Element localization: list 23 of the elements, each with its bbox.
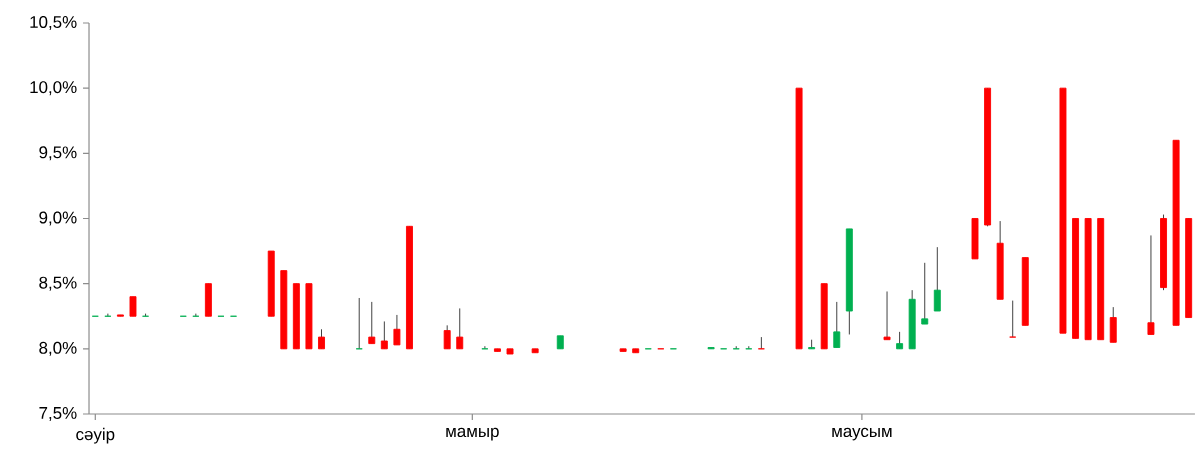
y-tick-label: 10,5%: [30, 15, 77, 30]
y-tick-label: 8,0%: [39, 341, 77, 356]
y-tick-label: 9,5%: [39, 146, 77, 161]
candlestick: [380, 320, 388, 350]
y-tick-label: 8,5%: [39, 276, 77, 291]
candlestick: [443, 324, 451, 350]
candlestick: [921, 262, 929, 325]
y-tick-label: 9,0%: [39, 211, 77, 226]
y-tick-label: 10,0%: [30, 81, 77, 96]
candlestick: [129, 296, 137, 317]
candlestick: [318, 328, 325, 350]
candlestick: [833, 301, 841, 349]
candlestick: [368, 301, 376, 345]
candlestick: [1009, 300, 1017, 338]
x-tick-label: маусым: [832, 427, 892, 441]
y-tick-label: 7,5%: [39, 407, 77, 421]
x-tick-label: сәуір: [76, 427, 115, 444]
candlestick: [933, 246, 941, 312]
candlestick: [456, 307, 464, 350]
x-tick-label: мамыр: [446, 427, 499, 441]
candlestick: [1147, 234, 1155, 335]
candlestick: [883, 290, 891, 341]
candlestick: [393, 314, 401, 346]
